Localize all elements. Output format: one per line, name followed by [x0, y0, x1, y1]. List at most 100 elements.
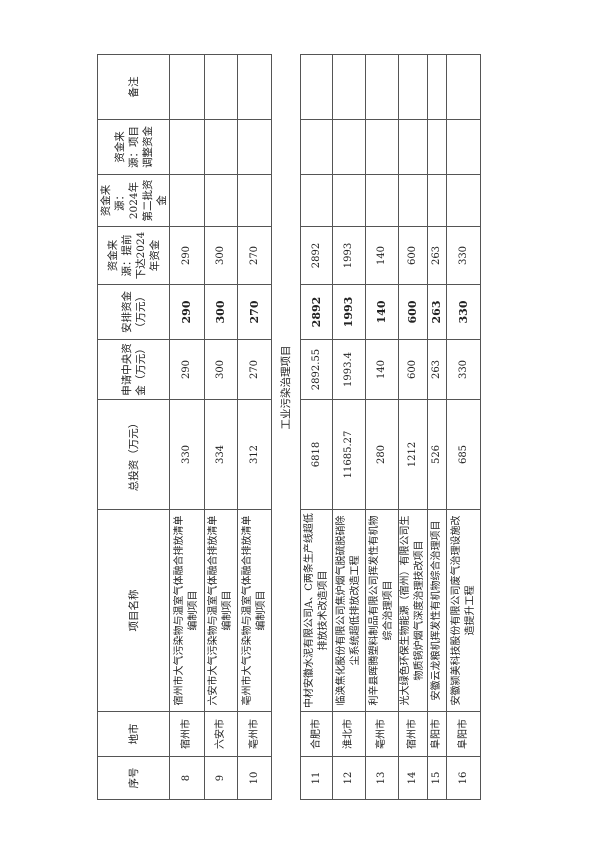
- cell-seq: 12: [332, 756, 365, 800]
- cell-arranged: 1993: [332, 284, 365, 340]
- cell-second: [237, 174, 271, 227]
- cell-arranged: 263: [427, 284, 446, 340]
- header-second: 资金来源：2024年第二批资金: [97, 174, 169, 227]
- cell-arranged: 330: [446, 284, 480, 340]
- cell-advance: 270: [237, 226, 271, 285]
- cell-total: 1212: [398, 399, 427, 510]
- section-title: 工业污染治理项目: [271, 54, 300, 800]
- cell-seq: 9: [204, 756, 237, 800]
- cell-second: [169, 174, 204, 227]
- cell-adjust: [446, 119, 480, 175]
- cell-city: 阜阳市: [446, 711, 480, 757]
- cell-note: [237, 54, 271, 120]
- cell-adjust: [204, 119, 237, 175]
- cell-project: 亳州市大气污染物与温室气体融合排放清单编制项目: [237, 509, 271, 712]
- cell-adjust: [169, 119, 204, 175]
- cell-project: 六安市大气污染物与温室气体融合排放清单编制项目: [204, 509, 237, 712]
- cell-second: [332, 174, 365, 227]
- cell-adjust: [365, 119, 398, 175]
- cell-total: 280: [365, 399, 398, 510]
- cell-second: [398, 174, 427, 227]
- cell-second: [365, 174, 398, 227]
- cell-note: [446, 54, 480, 120]
- project-funding-table: 序号 地市 项目名称 总投资（万元） 申请中央资金（万元） 安排资金（万元） 资…: [97, 54, 481, 800]
- cell-project: 利辛县晖腾塑料制品有限公司挥发性有机物综合治理项目: [365, 509, 398, 712]
- cell-seq: 14: [398, 756, 427, 800]
- cell-total: 330: [169, 399, 204, 510]
- section-row: 工业污染治理项目: [271, 54, 300, 800]
- cell-city: 阜阳市: [427, 711, 446, 757]
- header-advance: 资金来源：提前下达2024年资金: [97, 226, 169, 285]
- cell-requested: 300: [204, 339, 237, 400]
- cell-arranged: 2892: [300, 284, 332, 340]
- cell-requested: 263: [427, 339, 446, 400]
- cell-requested: 330: [446, 339, 480, 400]
- cell-arranged: 140: [365, 284, 398, 340]
- cell-total: 526: [427, 399, 446, 510]
- cell-city: 宿州市: [169, 711, 204, 757]
- cell-total: 685: [446, 399, 480, 510]
- header-project: 项目名称: [97, 509, 169, 712]
- cell-arranged: 290: [169, 284, 204, 340]
- table-row: 9 六安市 六安市大气污染物与温室气体融合排放清单编制项目 334 300 300 300: [204, 54, 237, 800]
- header-row: 序号 地市 项目名称 总投资（万元） 申请中央资金（万元） 安排资金（万元） 资…: [97, 54, 169, 800]
- cell-requested: 2892.55: [300, 339, 332, 400]
- cell-project: 中材安徽水泥有限公司A、C两条生产线超低排放技术改造项目: [300, 509, 332, 712]
- cell-seq: 13: [365, 756, 398, 800]
- header-arranged: 安排资金（万元）: [97, 284, 169, 340]
- cell-project: 临涣焦化股份有限公司焦炉烟气脱硫脱硝除尘系统超低排放改造工程: [332, 509, 365, 712]
- cell-adjust: [398, 119, 427, 175]
- cell-seq: 10: [237, 756, 271, 800]
- cell-adjust: [300, 119, 332, 175]
- cell-city: 六安市: [204, 711, 237, 757]
- cell-note: [332, 54, 365, 120]
- table-row: 10 亳州市 亳州市大气污染物与温室气体融合排放清单编制项目 312 270 270 270: [237, 54, 271, 800]
- cell-advance: 140: [365, 226, 398, 285]
- cell-city: 合肥市: [300, 711, 332, 757]
- table-row: 12 淮北市 临涣焦化股份有限公司焦炉烟气脱硫脱硝除尘系统超低排放改造工程 11685…: [332, 54, 365, 800]
- cell-note: [204, 54, 237, 120]
- cell-arranged: 300: [204, 284, 237, 340]
- cell-advance: 263: [427, 226, 446, 285]
- header-note: 备注: [97, 54, 169, 120]
- cell-project: 宿州市大气污染物与温室气体融合排放清单编制项目: [169, 509, 204, 712]
- cell-second: [446, 174, 480, 227]
- header-seq: 序号: [97, 756, 169, 800]
- rows-bottom: 11 合肥市 中材安徽水泥有限公司A、C两条生产线超低排放技术改造项目 6818 289…: [300, 54, 480, 800]
- cell-adjust: [332, 119, 365, 175]
- cell-total: 11685.27: [332, 399, 365, 510]
- rows-top: 8 宿州市 宿州市大气污染物与温室气体融合排放清单编制项目 330 290 290 290 9…: [169, 54, 271, 800]
- cell-advance: 2892: [300, 226, 332, 285]
- table-row: 16 阜阳市 安徽颍美科技股份有限公司废气治理设施改造提升工程 685 330 330 33…: [446, 54, 480, 800]
- cell-seq: 15: [427, 756, 446, 800]
- cell-advance: 600: [398, 226, 427, 285]
- cell-seq: 11: [300, 756, 332, 800]
- cell-requested: 600: [398, 339, 427, 400]
- cell-adjust: [427, 119, 446, 175]
- cell-seq: 8: [169, 756, 204, 800]
- cell-total: 312: [237, 399, 271, 510]
- cell-city: 宿州市: [398, 711, 427, 757]
- rotated-table-page: 序号 地市 项目名称 总投资（万元） 申请中央资金（万元） 安排资金（万元） 资…: [97, 54, 518, 800]
- cell-city: 淮北市: [332, 711, 365, 757]
- cell-arranged: 600: [398, 284, 427, 340]
- cell-total: 6818: [300, 399, 332, 510]
- cell-adjust: [237, 119, 271, 175]
- cell-arranged: 270: [237, 284, 271, 340]
- cell-advance: 300: [204, 226, 237, 285]
- table-row: 13 亳州市 利辛县晖腾塑料制品有限公司挥发性有机物综合治理项目 280 140 140 1…: [365, 54, 398, 800]
- cell-requested: 1993.4: [332, 339, 365, 400]
- cell-note: [427, 54, 446, 120]
- table-row: 15 阜阳市 安徽云龙粮机挥发性有机物综合治理项目 526 263 263 263: [427, 54, 446, 800]
- cell-total: 334: [204, 399, 237, 510]
- header-city: 地市: [97, 711, 169, 757]
- table-row: 14 宿州市 光大绿色环保生物能源（宿州）有限公司生物质锅炉烟气深度治理技改项目 12…: [398, 54, 427, 800]
- cell-advance: 290: [169, 226, 204, 285]
- header-requested: 申请中央资金（万元）: [97, 339, 169, 400]
- cell-city: 亳州市: [365, 711, 398, 757]
- table-row: 11 合肥市 中材安徽水泥有限公司A、C两条生产线超低排放技术改造项目 6818 289…: [300, 54, 332, 800]
- cell-note: [365, 54, 398, 120]
- cell-second: [300, 174, 332, 227]
- header-adjust: 资金来源：项目调整资金: [97, 119, 169, 175]
- cell-note: [300, 54, 332, 120]
